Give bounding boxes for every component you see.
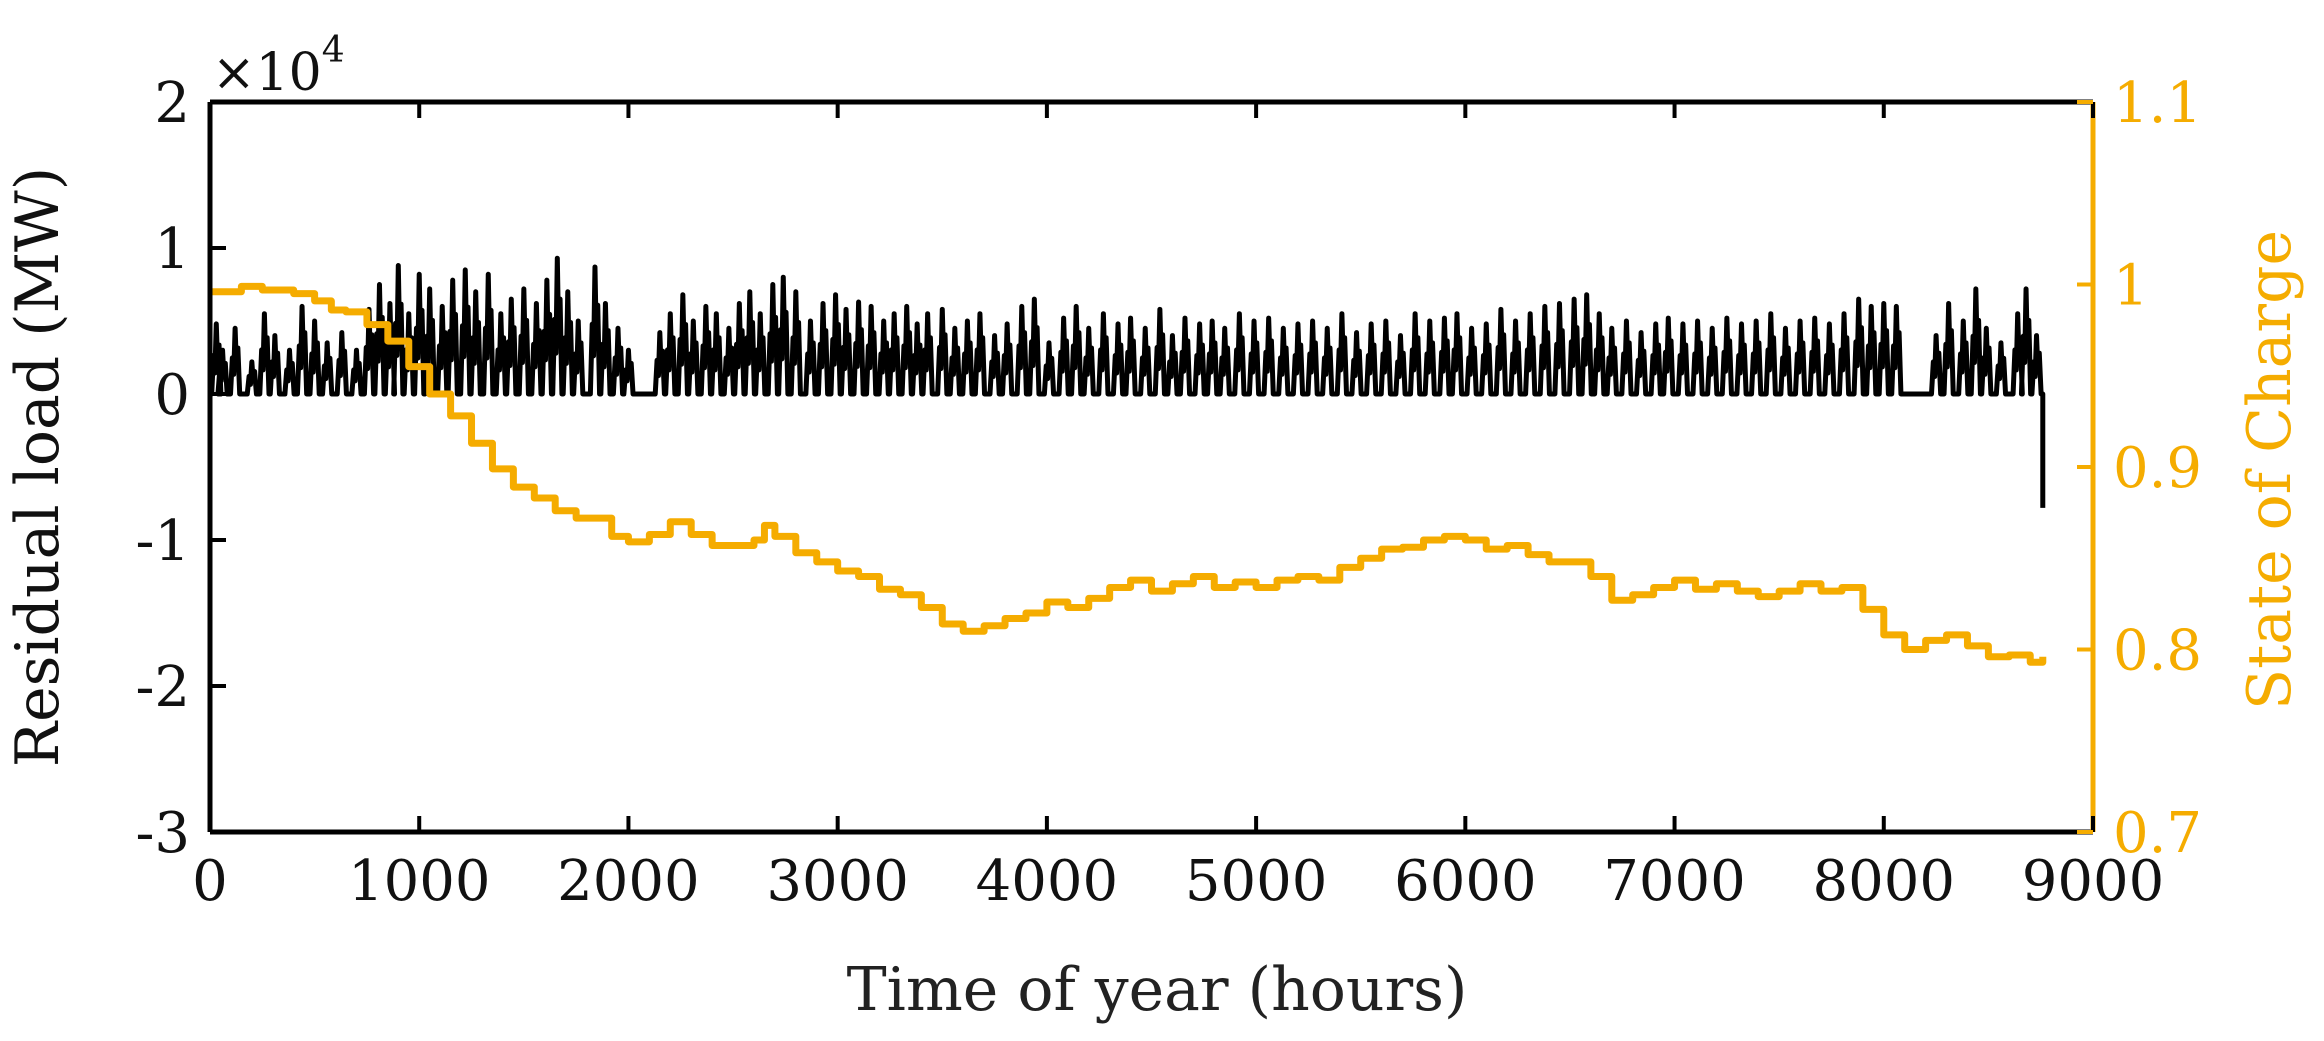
x-tick-label: 5000 <box>1185 849 1328 914</box>
plot-area <box>209 255 2047 666</box>
x-tick-label: 3000 <box>766 849 909 914</box>
x-tick-label: 7000 <box>1603 849 1746 914</box>
left-y-axis-title: Residual load (MW) <box>3 167 73 767</box>
right-y-axis-title: State of Charge <box>2235 230 2305 710</box>
left-y-tick-label: 2 <box>154 71 190 136</box>
residual-load-series <box>209 255 2046 508</box>
x-tick-label: 6000 <box>1394 849 1537 914</box>
left-y-tick-label: 1 <box>154 217 190 282</box>
left-y-axis-ticks: 2 1 0 -1 -2 -3 <box>135 71 226 866</box>
x-axis-title: Time of year (hours) <box>847 955 1468 1025</box>
left-y-tick-label: -1 <box>135 509 190 574</box>
axis-multiplier-base: ×10 <box>212 43 322 103</box>
x-tick-label: 9000 <box>2022 849 2165 914</box>
state-of-charge-line <box>210 282 2047 666</box>
right-y-axis-ticks: 1.1 1 0.9 0.8 0.7 <box>2077 71 2202 866</box>
right-y-tick-label: 0.8 <box>2113 619 2202 684</box>
x-axis-ticks: 0 1000 2000 3000 4000 5000 6000 7000 8000 9000 <box>192 102 2164 914</box>
x-tick-label: 1000 <box>348 849 491 914</box>
left-y-tick-label: 0 <box>154 363 190 428</box>
state-of-charge-series <box>210 282 2047 666</box>
x-tick-label: 2000 <box>557 849 700 914</box>
residual-load-line <box>209 255 2046 508</box>
x-tick-label: 0 <box>192 849 228 914</box>
left-y-tick-label: -2 <box>135 655 190 720</box>
axis-multiplier-exponent: 4 <box>322 30 345 71</box>
x-tick-label: 4000 <box>976 849 1119 914</box>
right-y-tick-label: 0.9 <box>2113 436 2202 501</box>
right-y-tick-label: 1 <box>2113 254 2149 319</box>
axis-multiplier-label: ×104 <box>212 30 345 103</box>
x-tick-label: 8000 <box>1813 849 1956 914</box>
right-y-tick-label: 0.7 <box>2113 801 2202 866</box>
left-y-tick-label: -3 <box>135 801 190 866</box>
right-y-tick-label: 1.1 <box>2113 71 2202 136</box>
